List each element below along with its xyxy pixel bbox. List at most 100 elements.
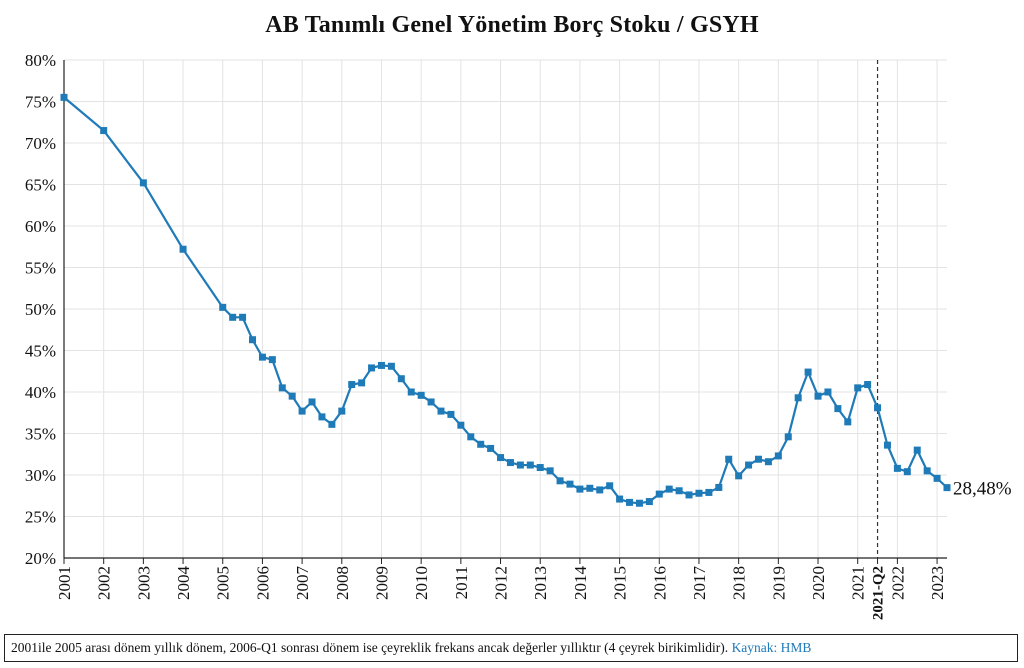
x-tick-label: 2014 xyxy=(571,566,590,601)
data-point xyxy=(665,485,673,493)
y-tick-label: 30% xyxy=(25,466,56,485)
data-point xyxy=(506,459,514,467)
axes xyxy=(63,60,947,564)
data-point xyxy=(854,384,862,392)
data-point xyxy=(298,407,306,415)
x-tick-label: 2003 xyxy=(134,566,153,600)
data-point xyxy=(735,472,743,480)
x-tick-label: 2010 xyxy=(412,566,431,600)
data-point xyxy=(338,407,346,415)
data-point xyxy=(377,361,385,369)
x-tick-label: 2015 xyxy=(611,566,630,600)
x-tick-label: 2016 xyxy=(650,566,669,600)
data-point xyxy=(754,455,762,463)
data-point xyxy=(328,420,336,428)
data-point xyxy=(308,398,316,406)
y-tick-label: 75% xyxy=(25,93,56,112)
data-point xyxy=(219,303,227,311)
data-point xyxy=(239,313,247,321)
x-tick-label: 2018 xyxy=(730,566,749,600)
line-chart: 20%25%30%35%40%45%50%55%60%65%70%75%80% … xyxy=(25,51,1012,620)
data-point xyxy=(814,392,822,400)
data-point xyxy=(606,482,614,490)
data-point xyxy=(903,468,911,476)
x-tick-label: 2022 xyxy=(888,566,907,600)
data-point xyxy=(586,484,594,492)
data-point xyxy=(794,394,802,402)
x-tick-label: 2017 xyxy=(690,566,709,601)
data-point xyxy=(616,495,624,503)
reference-line: 2021-Q2 xyxy=(871,60,887,620)
data-point xyxy=(477,440,485,448)
data-point xyxy=(427,398,435,406)
data-point xyxy=(546,467,554,475)
data-point xyxy=(179,245,187,253)
y-tick-label: 55% xyxy=(25,259,56,278)
data-point xyxy=(487,444,495,452)
data-point xyxy=(268,356,276,364)
data-point xyxy=(387,362,395,370)
y-axis-ticks: 20% 25% 30% 35% 40% 45% 50% 55% 60% 65% 70% 75% 80% xyxy=(25,51,56,568)
data-point xyxy=(556,477,564,485)
data-point xyxy=(764,458,772,466)
data-point xyxy=(358,379,366,387)
x-tick-label: 2006 xyxy=(253,566,272,600)
x-tick-label: 2001 xyxy=(55,566,74,600)
y-tick-label: 60% xyxy=(25,217,56,236)
x-tick-label: 2007 xyxy=(293,566,312,601)
source-label: Kaynak: HMB xyxy=(731,640,812,655)
y-tick-label: 25% xyxy=(25,508,56,527)
x-tick-label: 2021 xyxy=(849,566,868,600)
data-point xyxy=(943,484,951,492)
chart-title: AB Tanımlı Genel Yönetim Borç Stoku / GS… xyxy=(265,12,759,38)
data-point xyxy=(536,464,544,472)
data-point xyxy=(457,421,465,429)
data-point xyxy=(417,391,425,399)
x-tick-label: 2004 xyxy=(174,566,193,601)
data-point xyxy=(913,446,921,454)
data-point xyxy=(497,454,505,462)
y-tick-label: 20% xyxy=(25,549,56,568)
reference-line-label: 2021-Q2 xyxy=(871,566,887,620)
data-point xyxy=(725,455,733,463)
data-point xyxy=(705,488,713,496)
y-tick-label: 65% xyxy=(25,176,56,195)
data-point xyxy=(824,388,832,396)
footer-note: 2001ile 2005 arası dönem yıllık dönem, 2… xyxy=(4,634,1018,662)
data-point xyxy=(675,487,683,495)
data-point xyxy=(645,498,653,506)
data-point xyxy=(596,486,604,494)
data-point xyxy=(249,336,257,344)
y-tick-label: 35% xyxy=(25,425,56,444)
data-point xyxy=(864,381,872,389)
data-point xyxy=(804,368,812,376)
data-point xyxy=(397,375,405,383)
end-value-label: 28,48% xyxy=(953,479,1012,500)
footer-note-text: 2001ile 2005 arası dönem yıllık dönem, 2… xyxy=(11,640,729,655)
data-point xyxy=(467,433,475,441)
data-point xyxy=(893,464,901,472)
x-tick-label: 2008 xyxy=(333,566,352,600)
x-tick-label: 2011 xyxy=(452,566,471,599)
data-point xyxy=(437,407,445,415)
data-point xyxy=(288,392,296,400)
data-point xyxy=(774,452,782,460)
data-point xyxy=(923,467,931,475)
data-point xyxy=(883,441,891,449)
x-tick-label: 2005 xyxy=(214,566,233,600)
x-tick-label: 2020 xyxy=(809,566,828,600)
data-point xyxy=(447,410,455,418)
x-axis-ticks: 2001 2002 2003 2004 2005 2006 2007 2008 2009 2010… xyxy=(55,566,947,601)
data-point xyxy=(318,413,326,421)
series-line xyxy=(63,96,948,505)
data-point xyxy=(348,381,356,389)
data-point xyxy=(60,93,68,101)
data-point xyxy=(695,489,703,497)
data-point xyxy=(407,388,415,396)
data-point xyxy=(368,364,376,372)
data-point xyxy=(834,405,842,413)
x-tick-label: 2019 xyxy=(769,566,788,600)
x-tick-label: 2023 xyxy=(928,566,947,600)
x-tick-label: 2013 xyxy=(531,566,550,600)
data-point xyxy=(933,474,941,482)
